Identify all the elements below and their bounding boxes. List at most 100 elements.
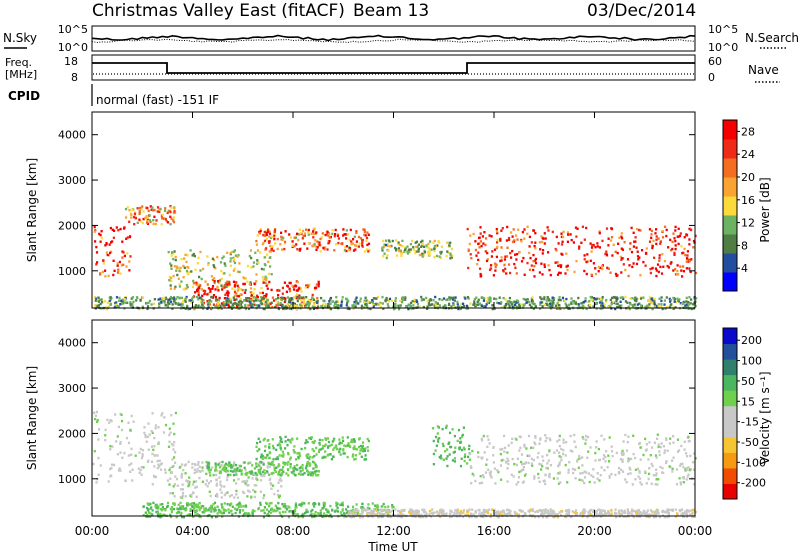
velocity-panel-frame (91, 319, 696, 517)
echo-cell (216, 495, 219, 498)
echo-cell (548, 511, 551, 514)
echo-cell (287, 460, 290, 464)
echo-cell (305, 453, 308, 457)
echo-cell (561, 240, 564, 243)
echo-cell (387, 249, 390, 252)
echo-cell (592, 262, 595, 265)
echo-cell (192, 282, 196, 285)
echo-cell (177, 511, 181, 514)
echo-cell (464, 514, 467, 517)
colorbar-tick-label: 28 (741, 125, 755, 138)
echo-cell (99, 302, 102, 306)
echo-cell (543, 296, 546, 299)
echo-cell (279, 514, 282, 517)
echo-cell (250, 305, 253, 309)
echo-cell (257, 299, 260, 302)
echo-cell (135, 296, 139, 299)
echo-cell (595, 307, 598, 310)
echo-cell (574, 477, 577, 480)
echo-cell (588, 299, 591, 303)
echo-cell (478, 236, 481, 239)
echo-cell (111, 228, 114, 231)
echo-cell (166, 221, 170, 224)
echo-cell (185, 479, 188, 482)
echo-cell (617, 510, 620, 514)
echo-cell (532, 446, 535, 449)
echo-cell (603, 510, 606, 513)
echo-cell (444, 450, 447, 453)
echo-cell (262, 509, 265, 512)
echo-cell (152, 222, 155, 226)
echo-cell (237, 478, 240, 481)
echo-cell (434, 304, 438, 307)
echo-cell (201, 299, 204, 302)
echo-cell (169, 215, 172, 218)
echo-cell (677, 449, 681, 452)
echo-cell (350, 516, 353, 519)
echo-cell (618, 513, 621, 516)
echo-cell (452, 513, 455, 516)
echo-cell (156, 466, 159, 470)
echo-cell (615, 451, 618, 455)
echo-cell (150, 208, 153, 211)
echo-cell (347, 442, 350, 445)
echo-cell (656, 437, 659, 440)
echo-cell (615, 299, 618, 303)
colorbar-swatch (723, 158, 737, 178)
echo-cell (336, 303, 339, 307)
echo-cell (279, 302, 282, 305)
echo-cell (645, 443, 648, 446)
echo-cell (233, 463, 236, 466)
echo-cell (543, 232, 546, 235)
echo-cell (169, 205, 172, 208)
echo-cell (638, 470, 641, 473)
echo-cell (353, 458, 356, 461)
echo-cell (363, 299, 366, 302)
echo-cell (219, 261, 223, 264)
echo-cell (423, 251, 427, 254)
echo-cell (200, 297, 203, 300)
echo-cell (513, 262, 516, 266)
echo-cell (555, 449, 558, 452)
echo-cell (692, 461, 695, 464)
echo-cell (306, 440, 309, 444)
echo-cell (421, 508, 424, 512)
echo-cell (153, 465, 156, 468)
echo-cell (244, 277, 247, 280)
echo-cell (657, 443, 660, 446)
echo-cell (262, 297, 265, 300)
echo-cell (302, 515, 305, 519)
echo-cell (223, 286, 226, 289)
echo-cell (518, 305, 521, 308)
echo-cell (194, 304, 198, 307)
echo-cell (345, 229, 348, 232)
echo-cell (183, 464, 186, 467)
echo-cell (296, 299, 299, 303)
echo-cell (539, 438, 542, 441)
echo-cell (208, 471, 211, 474)
echo-cell (674, 300, 677, 304)
echo-cell (248, 461, 251, 464)
echo-cell (162, 513, 165, 517)
echo-cell (271, 484, 275, 487)
echo-cell (423, 245, 426, 248)
echo-cell (165, 220, 168, 223)
echo-cell (149, 205, 152, 208)
echo-cell (280, 454, 283, 457)
echo-cell (472, 474, 475, 477)
echo-cell (680, 245, 683, 248)
echo-cell (226, 473, 230, 477)
echo-cell (450, 305, 453, 308)
echo-cell (315, 453, 318, 456)
echo-cell (500, 256, 503, 259)
echo-cell (292, 469, 295, 473)
noise-left-label: N.Sky (3, 31, 37, 45)
echo-cell (511, 301, 514, 305)
echo-cell (580, 241, 583, 244)
echo-cell (594, 297, 597, 301)
echo-cell (329, 296, 332, 300)
echo-cell (366, 446, 369, 449)
echo-cell (530, 457, 533, 461)
echo-cell (342, 452, 345, 455)
echo-cell (233, 284, 236, 287)
